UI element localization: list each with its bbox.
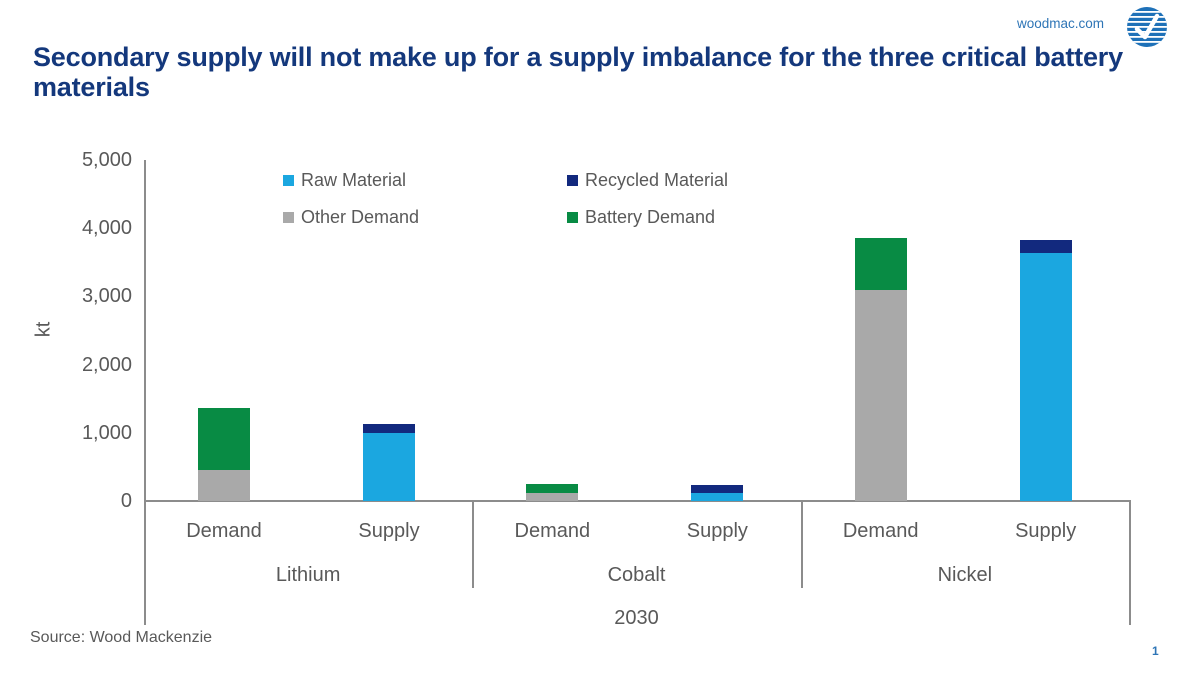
bar-category-label: Supply	[358, 520, 420, 542]
group-label: Nickel	[937, 564, 993, 586]
legend-swatch-icon	[283, 175, 294, 186]
y-tick-label: 3,000	[81, 285, 132, 308]
bar-segment-recycled-material	[691, 485, 744, 493]
legend-item: Other Demand	[283, 207, 419, 228]
legend-item: Recycled Material	[567, 170, 728, 191]
y-axis-title: kt	[32, 321, 55, 338]
y-tick-label: 4,000	[81, 217, 132, 240]
site-link: woodmac.com	[1016, 16, 1104, 31]
bar-segment-other-demand	[854, 290, 907, 501]
axis-right-border	[1129, 501, 1131, 625]
source-note: Source: Wood Mackenzie	[30, 629, 213, 646]
group-divider	[472, 501, 474, 588]
legend-label: Raw Material	[301, 170, 407, 190]
group-label: Lithium	[275, 564, 341, 586]
bar-segment-recycled-material	[363, 423, 415, 433]
y-tick-label: 1,000	[81, 421, 132, 444]
bar-category-label: Demand	[842, 520, 919, 542]
y-tick-label: 0	[120, 490, 132, 512]
y-axis-line	[144, 160, 146, 625]
bar-category-label: Supply	[686, 520, 748, 542]
legend-label: Other Demand	[301, 207, 420, 227]
y-tick-label: 5,000	[81, 149, 132, 171]
bar-segment-recycled-material	[1019, 240, 1072, 253]
bar-segment-raw-material	[1019, 252, 1072, 501]
legend-label: Recycled Material	[585, 170, 729, 190]
bar-segment-other-demand	[526, 493, 579, 501]
y-tick-label: 2,000	[81, 353, 132, 376]
bar-segment-raw-material	[691, 492, 744, 501]
bar-segment-battery-demand	[526, 483, 579, 494]
legend-swatch-icon	[567, 212, 578, 223]
year-label: 2030	[614, 607, 659, 629]
bar-category-label: Supply	[1015, 520, 1077, 542]
group-divider	[801, 501, 803, 588]
legend-swatch-icon	[567, 175, 578, 186]
bar-segment-battery-demand	[854, 237, 907, 291]
bar-segment-other-demand	[198, 470, 250, 501]
group-label: Cobalt	[607, 564, 666, 586]
page-title: Secondary supply will not make up for a …	[33, 42, 1123, 102]
bar-category-label: Demand	[514, 520, 591, 542]
legend-swatch-icon	[283, 212, 294, 223]
bar-segment-raw-material	[363, 432, 415, 501]
woodmac-logo-icon	[1127, 7, 1167, 47]
legend-item: Raw Material	[283, 170, 406, 191]
bar-category-label: Demand	[186, 520, 262, 542]
page-number: 1	[1152, 644, 1159, 658]
bar-segment-battery-demand	[198, 408, 250, 471]
x-axis-baseline	[144, 500, 1131, 502]
legend-item: Battery Demand	[567, 207, 715, 228]
legend-label: Battery Demand	[585, 207, 716, 227]
